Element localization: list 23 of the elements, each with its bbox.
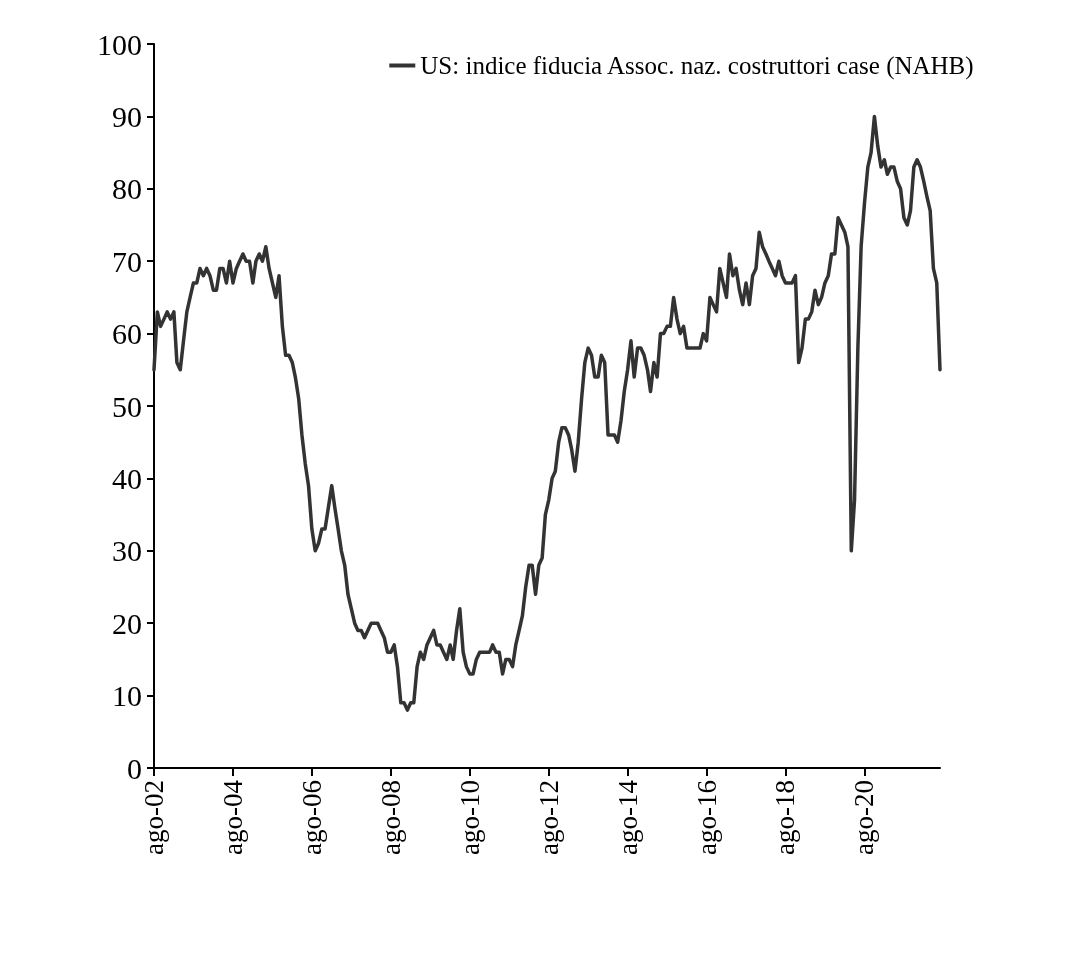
legend-label: US: indice fiducia Assoc. naz. costruttori case (NAHB) xyxy=(420,52,974,80)
x-tick-label: ago-06 xyxy=(296,780,327,855)
x-tick-label: ago-16 xyxy=(691,780,722,855)
y-tick-label: 0 xyxy=(127,751,142,785)
y-tick-label: 60 xyxy=(112,317,142,351)
x-tick-label: ago-08 xyxy=(375,780,406,855)
y-tick-label: 80 xyxy=(112,172,142,206)
x-tick-label: ago-14 xyxy=(612,779,643,855)
x-tick-label: ago-04 xyxy=(217,779,248,855)
y-tick-label: 100 xyxy=(97,27,142,61)
x-tick-label: ago-10 xyxy=(454,780,485,855)
line-series xyxy=(152,114,942,712)
y-tick-label: 90 xyxy=(112,99,142,133)
y-tick-label: 30 xyxy=(112,534,142,568)
x-tick-label: ago-02 xyxy=(139,780,169,855)
y-tick-label: 70 xyxy=(112,244,142,278)
x-tick-label: ago-12 xyxy=(533,780,564,855)
x-tick-label: ago-20 xyxy=(849,780,880,855)
x-tick-label: ago-18 xyxy=(770,780,801,855)
y-tick-label: 10 xyxy=(112,679,142,713)
y-tick-label: 40 xyxy=(112,461,142,495)
y-tick-label: 50 xyxy=(112,389,142,423)
y-tick-label: 20 xyxy=(112,606,142,640)
